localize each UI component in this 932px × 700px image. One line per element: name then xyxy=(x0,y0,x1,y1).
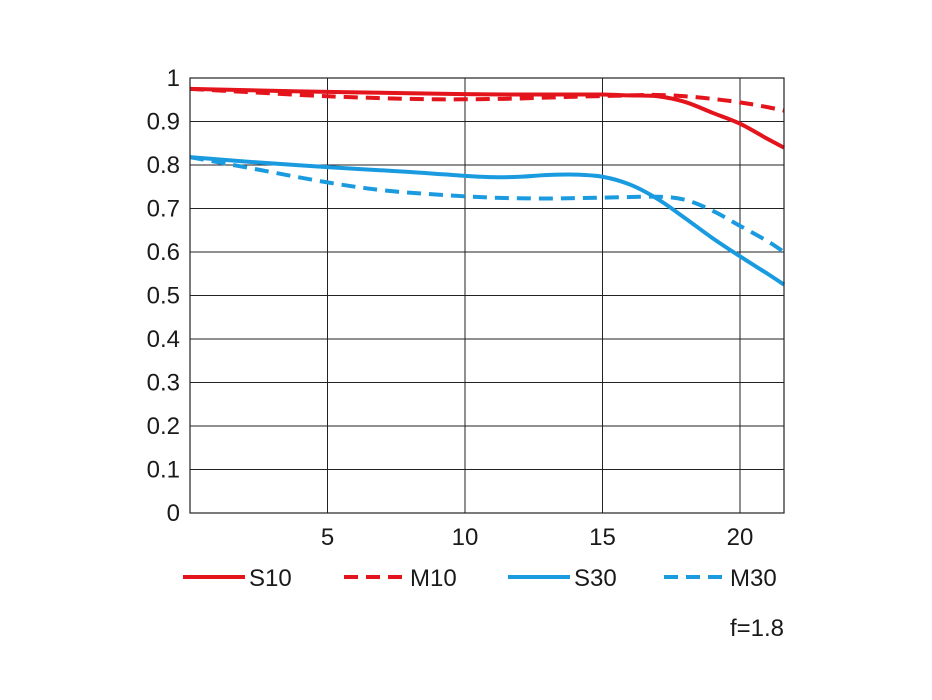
x-tick-label: 15 xyxy=(589,524,616,551)
legend-label: S30 xyxy=(574,565,617,592)
y-tick-label: 0 xyxy=(167,500,180,527)
series-line-s30 xyxy=(189,155,786,287)
legend-label: S10 xyxy=(249,565,292,592)
aperture-note: f=1.8 xyxy=(730,615,784,642)
tick-labels: 00.10.20.30.40.50.60.70.80.915 10 15 20 xyxy=(147,65,754,551)
y-tick-label: 0.9 xyxy=(147,109,180,136)
series-line-m30 xyxy=(189,155,786,254)
series-lines xyxy=(189,86,786,287)
grid xyxy=(190,77,784,514)
legend-item-s10: S10 xyxy=(183,565,292,592)
y-tick-label: 0.2 xyxy=(147,413,180,440)
y-tick-label: 0.6 xyxy=(147,239,180,266)
x-tick-label: 20 xyxy=(727,524,754,551)
plot-frame xyxy=(189,77,785,514)
x-tick-label: 5 xyxy=(321,524,334,551)
series-line-m10 xyxy=(189,86,785,113)
y-tick-label: 0.5 xyxy=(147,283,180,310)
x-tick-label: 10 xyxy=(452,524,479,551)
y-tick-label: 1 xyxy=(167,65,180,92)
legend-item-m10: M10 xyxy=(344,565,457,592)
legend: S10 M10 S30 M30 xyxy=(183,565,777,592)
y-tick-label: 0.4 xyxy=(147,326,180,353)
legend-label: M30 xyxy=(730,565,777,592)
axes xyxy=(189,77,785,514)
y-tick-label: 0.3 xyxy=(147,370,180,397)
y-tick-label: 0.1 xyxy=(147,457,180,484)
legend-item-m30: M30 xyxy=(664,565,777,592)
legend-label: M10 xyxy=(410,565,457,592)
legend-item-s30: S30 xyxy=(508,565,617,592)
y-tick-label: 0.7 xyxy=(147,196,180,223)
y-tick-label: 0.8 xyxy=(147,152,180,179)
